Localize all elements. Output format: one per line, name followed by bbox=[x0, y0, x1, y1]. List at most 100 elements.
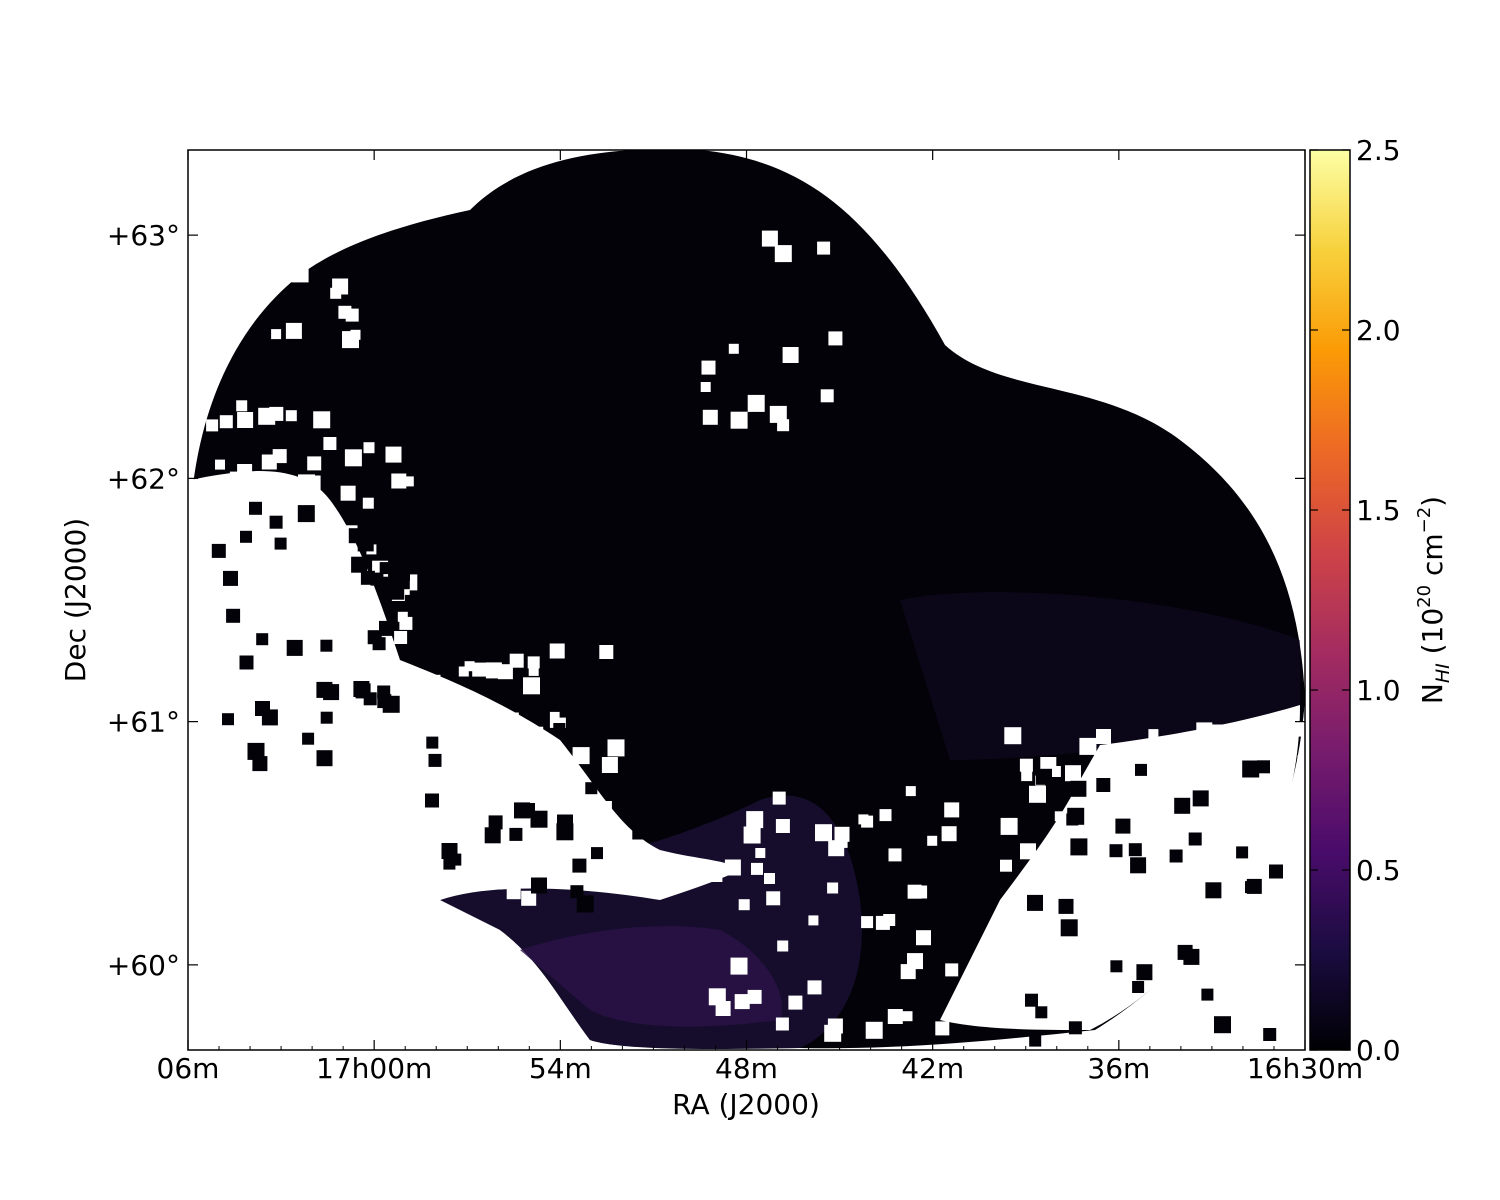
blanked-pixel bbox=[879, 809, 892, 822]
blanked-pixel bbox=[417, 765, 431, 779]
isolated-dark-pixel bbox=[620, 716, 637, 733]
blanked-pixel bbox=[554, 861, 566, 873]
isolated-dark-pixel bbox=[211, 543, 226, 558]
blanked-pixel bbox=[1268, 791, 1285, 808]
blanked-pixel bbox=[751, 862, 763, 875]
isolated-dark-pixel bbox=[1242, 760, 1260, 778]
isolated-dark-pixel bbox=[591, 847, 603, 860]
blanked-pixel bbox=[470, 879, 482, 891]
isolated-dark-pixel bbox=[1110, 960, 1123, 973]
isolated-dark-pixel bbox=[1269, 864, 1283, 879]
colorbar-tick-label: 2.0 bbox=[1356, 314, 1401, 347]
blanked-pixel bbox=[1166, 879, 1184, 897]
blanked-pixel bbox=[267, 278, 281, 292]
x-tick-label: 36m bbox=[1087, 1052, 1150, 1085]
blanked-pixel bbox=[1076, 867, 1087, 877]
blanked-pixel bbox=[235, 555, 246, 566]
colorbar-label-rest: (10 bbox=[1416, 608, 1449, 663]
blanked-pixel bbox=[1297, 755, 1305, 772]
isolated-dark-pixel bbox=[1128, 843, 1142, 857]
blanked-pixel bbox=[1176, 821, 1187, 832]
blanked-pixel bbox=[349, 607, 363, 620]
blanked-pixel bbox=[363, 442, 375, 454]
blanked-pixel bbox=[340, 577, 356, 593]
blanked-pixel bbox=[601, 757, 618, 773]
blanked-pixel bbox=[777, 419, 790, 432]
blanked-pixel bbox=[724, 859, 741, 876]
isolated-dark-pixel bbox=[222, 713, 234, 726]
blanked-pixel bbox=[1286, 845, 1303, 862]
blanked-pixel bbox=[900, 964, 916, 980]
isolated-dark-pixel bbox=[572, 858, 587, 873]
faint-hi-emission-east bbox=[900, 592, 1300, 760]
isolated-dark-pixel bbox=[357, 535, 374, 552]
isolated-dark-pixel bbox=[379, 620, 394, 636]
blanked-pixel bbox=[323, 437, 337, 450]
colorbar-tick-label: 2.5 bbox=[1356, 134, 1401, 167]
blanked-pixel bbox=[523, 677, 540, 695]
x-tick-label: 17h00m bbox=[316, 1052, 432, 1085]
blanked-pixel bbox=[775, 1017, 789, 1031]
blanked-pixel bbox=[827, 1018, 843, 1034]
isolated-dark-pixel bbox=[1135, 763, 1147, 776]
x-tick-label: 06m bbox=[157, 1052, 220, 1085]
isolated-dark-pixel bbox=[382, 695, 400, 713]
blanked-pixel bbox=[820, 389, 834, 403]
blanked-pixel bbox=[397, 611, 408, 622]
blanked-pixel bbox=[1093, 1006, 1105, 1017]
colorbar-label-sub: HI bbox=[1432, 663, 1454, 683]
x-tick-label: 54m bbox=[529, 1052, 592, 1085]
blanked-pixel bbox=[828, 331, 843, 346]
blanked-pixel bbox=[269, 406, 284, 421]
isolated-dark-pixel bbox=[1067, 807, 1085, 825]
blanked-pixel bbox=[403, 476, 414, 487]
blanked-pixel bbox=[817, 241, 831, 255]
blanked-pixel bbox=[292, 576, 304, 588]
isolated-dark-pixel bbox=[1132, 981, 1145, 993]
isolated-dark-pixel bbox=[394, 564, 410, 581]
isolated-dark-pixel bbox=[297, 505, 315, 523]
blanked-pixel bbox=[496, 759, 507, 770]
blanked-pixel bbox=[1000, 817, 1018, 835]
isolated-dark-pixel bbox=[269, 515, 283, 529]
isolated-dark-pixel bbox=[223, 570, 238, 586]
blanked-pixel bbox=[914, 885, 928, 899]
blanked-pixel bbox=[1159, 796, 1177, 814]
blanked-pixel bbox=[1293, 721, 1305, 737]
isolated-dark-pixel bbox=[302, 732, 315, 745]
isolated-dark-pixel bbox=[488, 815, 503, 830]
isolated-dark-pixel bbox=[370, 572, 384, 586]
blanked-pixel bbox=[572, 747, 590, 765]
blanked-pixel bbox=[313, 411, 331, 429]
isolated-dark-pixel bbox=[388, 539, 402, 553]
blanked-pixel bbox=[240, 610, 254, 624]
blanked-pixel bbox=[614, 851, 627, 864]
isolated-dark-pixel bbox=[1183, 948, 1200, 965]
isolated-dark-pixel bbox=[425, 793, 439, 808]
blanked-pixel bbox=[743, 826, 761, 844]
blanked-pixel bbox=[1090, 839, 1102, 851]
blanked-pixel bbox=[344, 449, 362, 467]
blanked-pixel bbox=[237, 464, 253, 479]
blanked-pixel bbox=[1219, 769, 1230, 780]
isolated-dark-pixel bbox=[1214, 1016, 1231, 1034]
blanked-pixel bbox=[764, 873, 775, 884]
isolated-dark-pixel bbox=[391, 523, 409, 541]
blanked-pixel bbox=[206, 419, 219, 432]
blanked-pixel bbox=[506, 885, 521, 900]
blanked-pixel bbox=[1239, 1008, 1257, 1026]
isolated-dark-pixel bbox=[611, 725, 624, 738]
blanked-pixel bbox=[875, 915, 890, 930]
blanked-pixel bbox=[355, 623, 367, 635]
colorbar-label-main: N bbox=[1416, 683, 1449, 704]
isolated-dark-pixel bbox=[1060, 919, 1078, 937]
isolated-dark-pixel bbox=[1025, 993, 1038, 1007]
blanked-pixel bbox=[1065, 765, 1081, 782]
blanked-pixel bbox=[1229, 745, 1245, 761]
x-axis-ticks: 06m 17h00m 54m 48m 42m 36m 16h30m bbox=[157, 150, 1363, 1085]
blanked-pixel bbox=[1252, 749, 1266, 763]
isolated-dark-pixel bbox=[1263, 1028, 1277, 1041]
colorbar-label-unit-exp: −2 bbox=[1414, 507, 1435, 534]
x-tick-label: 48m bbox=[715, 1052, 778, 1085]
blanked-pixel bbox=[1000, 859, 1012, 872]
